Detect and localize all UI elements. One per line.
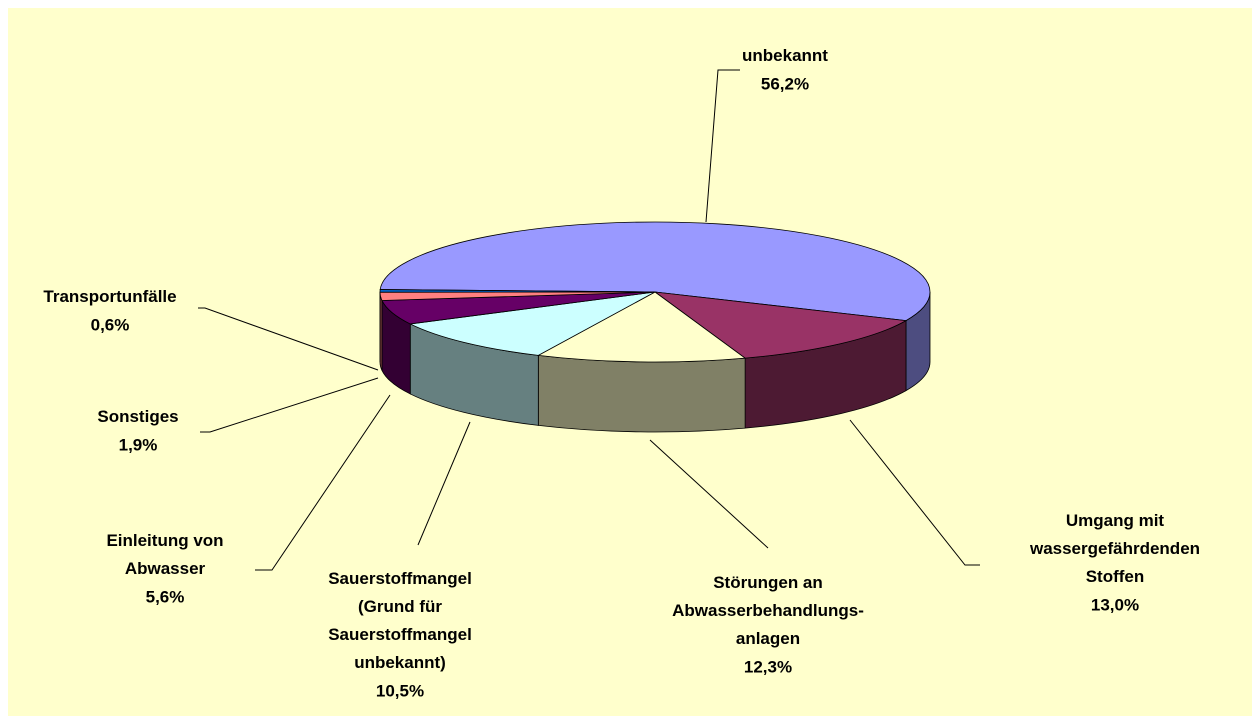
pie-slice [379,289,656,293]
leader-line [255,394,391,571]
value-label: 13,0% [1091,595,1139,614]
slice-label-line: Abwasserbehandlungs- [672,601,864,620]
slice-label-line: Stoffen [1086,567,1145,586]
leader-line [849,419,980,566]
value-label: 1,9% [119,435,158,454]
leader-line [417,421,471,546]
slice-label-line: unbekannt [742,46,828,65]
slice-label-line: Abwasser [125,559,206,578]
slice-label-line: Störungen an [713,573,823,592]
slice-label: Störungen an Abwasserbehandlungs-anlagen [672,573,864,648]
slice-label-line: unbekannt) [354,653,446,672]
value-label: 56,2% [761,74,809,93]
leader-line [200,377,379,433]
pie-slice [537,291,747,363]
pie-slice [379,221,931,322]
slice-label: unbekannt [742,46,828,65]
leader-line [649,439,769,549]
slice-label: Umgang mit wassergefährdenden Stoffen [1029,511,1200,586]
slice-label-line: Sauerstoffmangel [328,625,472,644]
leader-line [705,69,740,223]
slice-label-line: Sonstiges [97,407,178,426]
slice-label-line: Sauerstoffmangel [328,569,472,588]
slice-label-line: anlagen [736,629,800,648]
value-label: 12,3% [744,657,792,676]
pie-slice [408,291,656,356]
leader-line [198,307,379,371]
slice-label-line: Transportunfälle [43,287,176,306]
slice-label-line: (Grund für [358,597,442,616]
slice-label-line: Einleitung von [106,531,223,550]
slice-label: Transportunfälle [43,287,176,306]
value-label: 0,6% [91,315,130,334]
value-label: 10,5% [376,681,424,700]
pie-slice-side [537,354,746,433]
value-label: 5,6% [146,587,185,606]
slice-label: Einleitung von Abwasser [106,531,223,578]
pie-slice [653,291,908,359]
slice-label: Sonstiges [97,407,178,426]
slice-label: Sauerstoffmangel (Grund für Sauerstoffmang… [328,569,472,672]
slice-label-line: Umgang mit [1066,511,1165,530]
slice-label-line: wassergefährdenden [1029,539,1200,558]
